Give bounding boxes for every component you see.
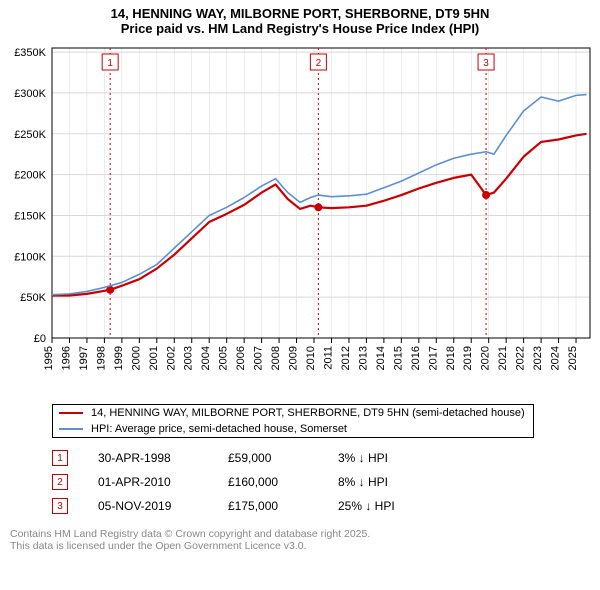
footer-line: This data is licensed under the Open Gov… (10, 540, 600, 552)
svg-text:2016: 2016 (410, 346, 422, 370)
svg-text:2010: 2010 (305, 346, 317, 370)
svg-text:2023: 2023 (532, 346, 544, 370)
svg-text:1996: 1996 (60, 346, 72, 370)
legend-swatch (59, 412, 83, 414)
svg-text:2002: 2002 (165, 346, 177, 370)
svg-text:£300K: £300K (14, 88, 46, 100)
svg-text:£350K: £350K (14, 47, 46, 59)
svg-text:£50K: £50K (20, 292, 46, 304)
title-line-2: Price paid vs. HM Land Registry's House … (0, 21, 600, 36)
svg-text:£100K: £100K (14, 251, 46, 263)
page: 14, HENNING WAY, MILBORNE PORT, SHERBORN… (0, 0, 600, 552)
svg-text:2006: 2006 (235, 346, 247, 370)
svg-text:1997: 1997 (78, 346, 90, 370)
line-chart: £0 £50K £100K £150K £200K £250K £300K £350K 1995… (0, 38, 600, 398)
event-marker-icon: 2 (52, 474, 68, 490)
event-delta: 3% ↓ HPI (338, 451, 458, 465)
svg-text:2004: 2004 (200, 346, 212, 370)
footer: Contains HM Land Registry data © Crown c… (10, 528, 600, 552)
event-marker-icon: 3 (52, 498, 68, 514)
svg-text:2003: 2003 (183, 346, 195, 370)
events-table: 1 30-APR-1998 £59,000 3% ↓ HPI 2 01-APR-… (52, 446, 600, 518)
svg-text:2: 2 (316, 58, 322, 69)
svg-text:1: 1 (107, 58, 113, 69)
event-delta: 25% ↓ HPI (338, 499, 458, 513)
event-price: £59,000 (228, 451, 338, 465)
event-date: 01-APR-2010 (98, 475, 228, 489)
svg-text:£250K: £250K (14, 129, 46, 141)
svg-text:2022: 2022 (515, 346, 527, 370)
legend-swatch (59, 428, 83, 430)
chart-title: 14, HENNING WAY, MILBORNE PORT, SHERBORN… (0, 0, 600, 38)
event-date: 30-APR-1998 (98, 451, 228, 465)
legend: 14, HENNING WAY, MILBORNE PORT, SHERBORN… (52, 404, 534, 438)
legend-label: 14, HENNING WAY, MILBORNE PORT, SHERBORN… (91, 407, 525, 419)
event-delta: 8% ↓ HPI (338, 475, 458, 489)
svg-text:1998: 1998 (95, 346, 107, 370)
event-row: 2 01-APR-2010 £160,000 8% ↓ HPI (52, 470, 600, 494)
chart-area: £0 £50K £100K £150K £200K £250K £300K £350K 1995… (0, 38, 600, 398)
event-price: £175,000 (228, 499, 338, 513)
svg-text:1999: 1999 (113, 346, 125, 370)
event-date: 05-NOV-2019 (98, 499, 228, 513)
svg-text:2013: 2013 (357, 346, 369, 370)
legend-label: HPI: Average price, semi-detached house,… (91, 423, 347, 435)
svg-text:2017: 2017 (427, 346, 439, 370)
svg-text:2024: 2024 (550, 346, 562, 370)
svg-text:2020: 2020 (480, 346, 492, 370)
svg-text:£0: £0 (34, 333, 46, 345)
svg-text:2018: 2018 (445, 346, 457, 370)
title-line-1: 14, HENNING WAY, MILBORNE PORT, SHERBORN… (0, 6, 600, 21)
svg-text:2008: 2008 (270, 346, 282, 370)
svg-text:£150K: £150K (14, 210, 46, 222)
event-marker-icon: 1 (52, 450, 68, 466)
legend-item: 14, HENNING WAY, MILBORNE PORT, SHERBORN… (53, 405, 533, 421)
svg-text:2015: 2015 (392, 346, 404, 370)
svg-text:£200K: £200K (14, 170, 46, 182)
svg-text:2021: 2021 (497, 346, 509, 370)
svg-text:2011: 2011 (322, 346, 334, 370)
svg-text:2012: 2012 (340, 346, 352, 370)
svg-text:2001: 2001 (148, 346, 160, 370)
svg-text:2014: 2014 (375, 346, 387, 370)
svg-text:2007: 2007 (253, 346, 265, 370)
legend-item: HPI: Average price, semi-detached house,… (53, 421, 533, 437)
svg-text:3: 3 (483, 58, 489, 69)
event-price: £160,000 (228, 475, 338, 489)
svg-text:2019: 2019 (462, 346, 474, 370)
svg-text:2009: 2009 (288, 346, 300, 370)
svg-text:2000: 2000 (130, 346, 142, 370)
footer-line: Contains HM Land Registry data © Crown c… (10, 528, 600, 540)
svg-text:1995: 1995 (43, 346, 55, 370)
svg-text:2025: 2025 (567, 346, 579, 370)
event-row: 3 05-NOV-2019 £175,000 25% ↓ HPI (52, 494, 600, 518)
event-row: 1 30-APR-1998 £59,000 3% ↓ HPI (52, 446, 600, 470)
svg-text:2005: 2005 (218, 346, 230, 370)
